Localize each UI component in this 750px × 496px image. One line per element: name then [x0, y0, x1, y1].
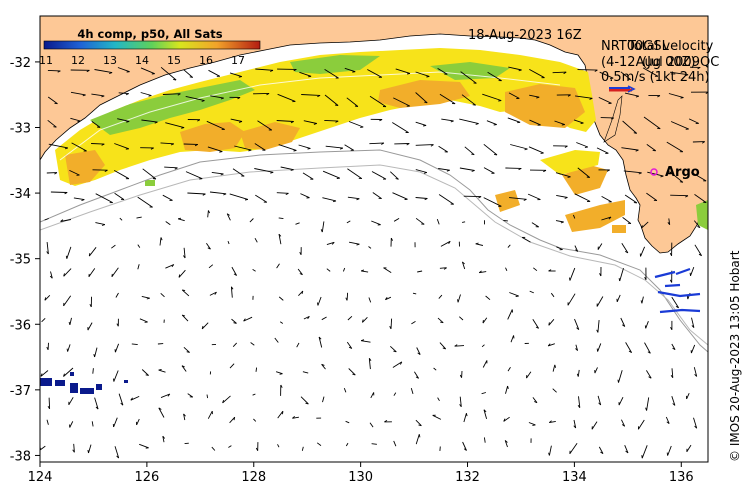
x-tick-label: 130	[348, 470, 373, 485]
timestamp: 18-Aug-2023 16Z	[468, 28, 582, 43]
velocity-vectors	[40, 66, 708, 459]
x-tick-label: 136	[669, 470, 694, 485]
x-axis: 124 126 128 130 132 134 136	[28, 462, 694, 485]
x-tick-label: 128	[241, 470, 266, 485]
landmass	[40, 16, 708, 254]
y-axis: -32 -33 -34 -35 -36 -37 -38	[10, 56, 40, 464]
x-tick-label: 134	[562, 470, 587, 485]
colorbar-tick-label: 14	[135, 54, 149, 67]
blue-velocity-vectors	[654, 267, 701, 314]
colorbar-tick-label: 12	[71, 54, 85, 67]
colorbar-tick-label: 15	[167, 54, 181, 67]
sst-patches	[55, 48, 708, 233]
argo-float-marker[interactable]: Argo	[650, 165, 700, 180]
credit-text: © IMOS 20-Aug-2023 13:05 Hobart	[728, 250, 742, 462]
x-tick-label: 126	[134, 470, 159, 485]
y-tick-label: -35	[10, 253, 31, 268]
argo-label: Argo	[665, 165, 700, 180]
y-tick-label: -32	[10, 56, 31, 71]
colorbar: 4h comp, p50, All Sats 11 12 13 14 15 16 17	[39, 27, 261, 67]
colorbar-tick-label: 17	[231, 54, 245, 67]
legend-title-b: Total velocity	[627, 39, 714, 54]
legend-sub-a: (4-12Aug 00Z)	[601, 55, 696, 70]
velocity-scale-label: 0.5m/s (1kt 24h)	[601, 70, 710, 85]
colorbar-tick-label: 13	[103, 54, 117, 67]
product-label: 4h comp, p50, All Sats	[77, 27, 222, 41]
y-tick-label: -37	[10, 384, 31, 399]
y-tick-label: -36	[10, 318, 31, 333]
x-tick-label: 132	[455, 470, 480, 485]
velocity-legend: NRT00GSL Total velocity (4-12Aug 00Z) (J…	[601, 39, 719, 93]
legend-sub-b: (Jul 2009QC	[642, 55, 719, 70]
colorbar-tick-label: 11	[39, 54, 53, 67]
y-tick-label: -33	[10, 122, 31, 137]
colorbar-tick-label: 16	[199, 54, 213, 67]
legend-title-a: NRT00GSL	[601, 39, 670, 54]
cold-patches	[40, 372, 128, 394]
x-tick-label: 124	[28, 470, 53, 485]
y-tick-label: -38	[10, 449, 31, 464]
y-tick-label: -34	[10, 187, 31, 202]
